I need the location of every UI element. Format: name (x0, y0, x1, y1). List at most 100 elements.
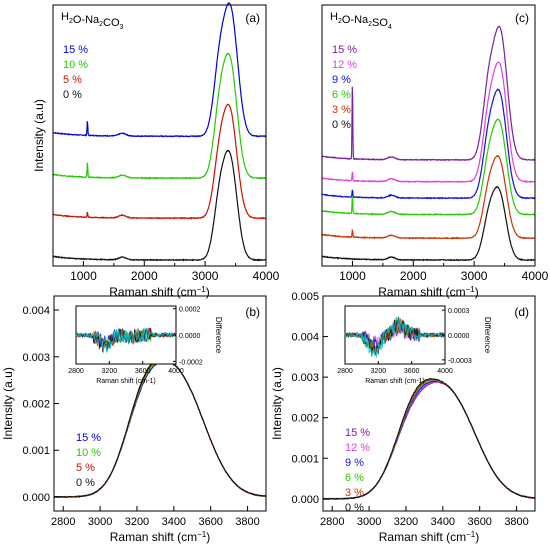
inset-x-tick-label: 4000 (168, 368, 184, 375)
sample-annotation: H2O-Na2CO3 (61, 11, 124, 31)
x-tick-label: 3600 (198, 516, 222, 528)
panel-label: (a) (245, 11, 260, 25)
inset-y-tick-label: 0.0000 (448, 333, 470, 340)
legend-entry: 3 % (332, 104, 351, 116)
panel-label: (d) (514, 305, 529, 319)
sample-annotation: H2O-Na2SO4 (330, 11, 392, 31)
x-tick-label: 3800 (235, 516, 259, 528)
inset-y-tick-label: 0.0002 (179, 307, 201, 314)
y-tick-label: 0.005 (291, 291, 319, 303)
plot-frame (322, 295, 536, 512)
legend-entry: 10 % (63, 59, 88, 71)
legend-entry: 0 % (76, 477, 95, 489)
series-line (52, 103, 267, 220)
inset-x-tick-label: 3600 (135, 368, 151, 375)
y-tick-label: 0.003 (291, 372, 319, 384)
series-line (52, 52, 267, 180)
panel-b: 2800 3000 3200 3400 3600 3800 0.000 0.001 0.002 0… (1, 295, 267, 545)
legend-entry: 15 % (76, 432, 101, 444)
inset-y-tick-label: 0.0000 (179, 333, 201, 340)
x-tick-label: 4000 (522, 269, 549, 283)
x-tick-label: 2000 (400, 269, 427, 283)
series-line (323, 378, 535, 500)
x-tick-label: 4000 (253, 269, 280, 283)
x-tick-label: 3000 (357, 516, 381, 528)
inset-y-label: Difference (214, 317, 223, 354)
y-tick-label: 0.004 (291, 332, 319, 344)
inset-series-line (344, 316, 446, 358)
x-tick-label: 2000 (131, 269, 158, 283)
inset-y-tick-label: 0.0003 (448, 308, 470, 315)
x-tick-label: 3000 (192, 269, 219, 283)
plot-frame (321, 4, 536, 267)
panel-label: (b) (245, 305, 260, 319)
inset-x-tick-label: 3600 (404, 368, 420, 375)
inset-x-label: Raman shift (cm-1) (96, 378, 156, 385)
y-tick-label: 0.003 (22, 352, 50, 364)
legend-entry: 9 % (345, 457, 364, 469)
legend-entry: 15 % (63, 44, 88, 56)
legend-entry: 5 % (63, 74, 82, 86)
panel-d: 2800 3000 3200 3400 3600 3800 0.000 0.001 0.002 0… (270, 291, 536, 545)
inset-x-tick-label: 2800 (337, 368, 353, 375)
legend-entry: 9 % (332, 74, 351, 86)
x-tick-label: 3800 (504, 516, 528, 528)
inset-x-label: Raman shift (cm-1) (365, 378, 425, 385)
x-axis-label: Raman shift (cm−1) (109, 285, 209, 300)
series-line (321, 185, 536, 262)
x-tick-label: 1000 (339, 269, 366, 283)
y-axis-label: Intensity (a.u) (270, 367, 284, 440)
inset-x-tick-label: 3200 (371, 368, 387, 375)
x-tick-label: 3400 (431, 516, 455, 528)
legend-entry: 15 % (345, 427, 370, 439)
x-tick-label: 3400 (162, 516, 186, 528)
x-axis-label: Raman shift (cm−1) (379, 530, 479, 545)
x-tick-label: 2800 (51, 516, 75, 528)
series-line (321, 25, 536, 162)
legend-entry: 6 % (332, 89, 351, 101)
x-axis-label: Raman shift (cm−1) (110, 530, 210, 545)
legend-entry: 10 % (76, 447, 101, 459)
plot-frame (52, 4, 267, 267)
legend-entry: 15 % (332, 44, 357, 56)
y-tick-label: 0.001 (291, 453, 319, 465)
y-tick-label: 0.001 (22, 445, 50, 457)
inset-y-label: Difference (483, 317, 492, 354)
x-tick-label: 3000 (88, 516, 112, 528)
legend-entry: 0 % (332, 119, 351, 131)
inset-x-tick-label: 3200 (102, 368, 118, 375)
series-line (321, 155, 535, 240)
inset-plot: 2800 3200 3600 4000 0.0003 0.0000 -0.0003 Raman… (337, 305, 492, 385)
panel-label: (c) (515, 11, 529, 25)
legend-entry: 0 % (63, 89, 82, 101)
series-line (52, 149, 267, 262)
y-tick-label: 0.000 (291, 494, 319, 506)
inset-series-line (75, 327, 177, 354)
y-tick-label: 0.002 (291, 413, 319, 425)
x-axis-label: Raman shift (cm−1) (378, 285, 478, 300)
inset-x-tick-label: 2800 (68, 368, 84, 375)
inset-y-tick-label: -0.0003 (448, 358, 472, 365)
panel-a: 1000 2000 3000 4000 Raman shift (cm−1) Intens… (32, 2, 280, 300)
x-tick-label: 3600 (467, 516, 491, 528)
y-tick-label: 0.004 (22, 305, 50, 317)
inset-plot: 2800 3200 3600 4000 0.0002 0.0000 -0.0002 Raman… (68, 305, 223, 385)
x-tick-label: 3200 (394, 516, 418, 528)
series-line (321, 61, 536, 184)
y-axis-label: Intensity (a.u) (32, 99, 46, 172)
series-line (321, 118, 536, 216)
inset-y-tick-label: -0.0002 (179, 359, 203, 366)
legend-entry: 12 % (332, 59, 357, 71)
x-tick-label: 3200 (125, 516, 149, 528)
x-tick-label: 3000 (461, 269, 488, 283)
panel-c: 1000 2000 3000 4000 Raman shift (cm−1) H2O-Na… (321, 4, 549, 300)
legend-entry: 5 % (76, 462, 95, 474)
x-tick-label: 2800 (320, 516, 344, 528)
y-tick-label: 0.000 (22, 492, 50, 504)
legend-entry: 12 % (345, 442, 370, 454)
legend-entry: 0 % (345, 502, 364, 514)
y-tick-label: 0.002 (22, 399, 50, 411)
inset-x-tick-label: 4000 (437, 368, 453, 375)
x-tick-label: 1000 (70, 269, 97, 283)
series-line (321, 88, 536, 200)
